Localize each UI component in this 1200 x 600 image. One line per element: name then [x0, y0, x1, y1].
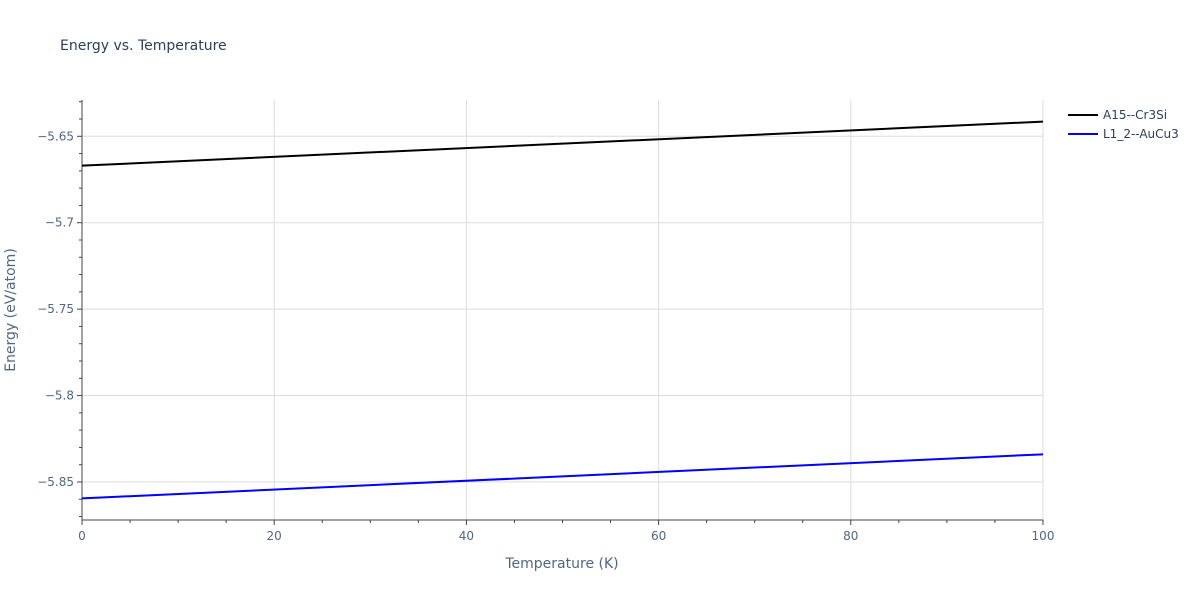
x-tick-label: 80	[843, 529, 858, 543]
axes	[77, 100, 1044, 525]
y-tick-label: −5.75	[37, 302, 74, 316]
grid-lines	[82, 100, 1044, 520]
series-line	[81, 453, 1044, 500]
y-tick-label: −5.85	[37, 475, 74, 489]
legend-label: A15--Cr3Si	[1103, 108, 1167, 122]
x-tick-label: 40	[459, 529, 474, 543]
x-tick-label: 60	[651, 529, 666, 543]
x-tick-label: 20	[267, 529, 282, 543]
y-tick-label: −5.8	[45, 389, 74, 403]
y-axis-title: Energy (eV/atom)	[3, 248, 19, 372]
x-tick-label: 0	[78, 529, 86, 543]
x-tick-label: 100	[1032, 529, 1055, 543]
y-tick-label: −5.7	[45, 216, 74, 230]
series-line	[81, 120, 1044, 167]
tick-labels: 0 20 40 60 80 100 −5.85 −5.8 −5.75 −5.7 −5.65	[37, 129, 1054, 543]
y-tick-label: −5.65	[37, 129, 74, 143]
x-axis-title: Temperature (K)	[504, 556, 618, 572]
data-series	[81, 120, 1044, 500]
legend-label: L1_2--AuCu3	[1103, 127, 1179, 141]
legend: A15--Cr3Si L1_2--AuCu3	[1068, 108, 1179, 141]
chart-title: Energy vs. Temperature	[60, 38, 227, 54]
